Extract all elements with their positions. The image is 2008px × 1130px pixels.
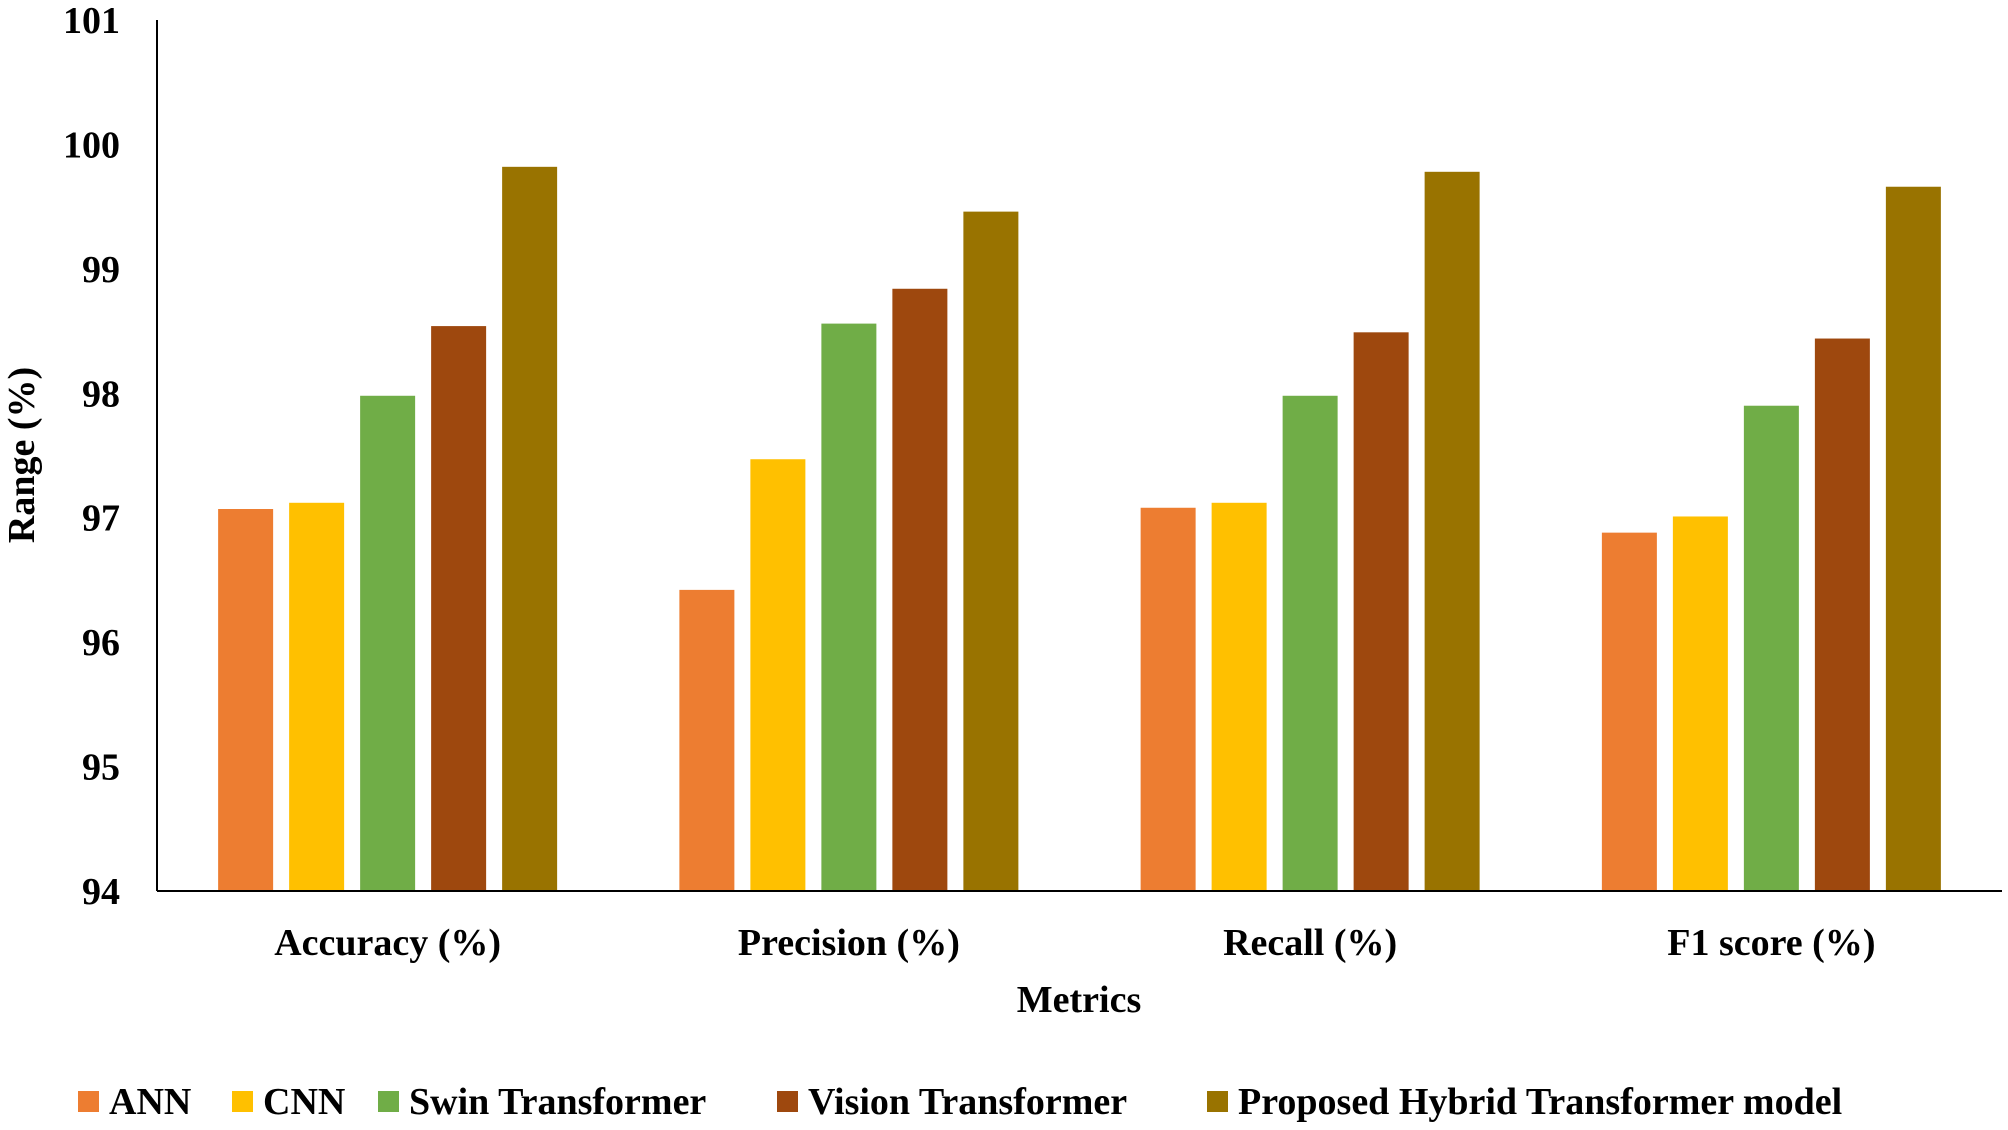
- legend-swatch: [777, 1091, 798, 1112]
- x-category-label: F1 score (%): [1667, 922, 1875, 964]
- bar: [1353, 332, 1409, 892]
- bar: [1743, 405, 1799, 891]
- y-axis-ticks: 94 95 96 97 98 99 100 101: [63, 0, 120, 913]
- bar: [1885, 186, 1941, 892]
- y-tick-label: 95: [82, 747, 120, 789]
- y-tick-label: 99: [82, 249, 120, 291]
- bar: [679, 589, 735, 891]
- legend-swatch: [1207, 1091, 1228, 1112]
- x-axis-title: Metrics: [1017, 979, 1141, 1021]
- bar: [289, 502, 345, 891]
- legend-swatch: [78, 1091, 99, 1112]
- bar: [892, 288, 948, 891]
- bar: [1672, 516, 1728, 891]
- bar: [821, 323, 877, 891]
- x-category-label: Accuracy (%): [274, 922, 501, 964]
- x-axis-categories: Accuracy (%) Precision (%) Recall (%) F1 sc…: [274, 922, 1875, 964]
- plot-area: [218, 166, 1941, 892]
- legend-label: Proposed Hybrid Transformer model: [1238, 1081, 1842, 1123]
- legend: ANN CNN Swin Transformer Vision Transformer…: [78, 1081, 1842, 1123]
- legend-label: Vision Transformer: [808, 1081, 1127, 1123]
- bar: [502, 166, 558, 892]
- bar: [1424, 171, 1480, 891]
- bar: [1601, 532, 1657, 891]
- legend-swatch: [378, 1091, 399, 1112]
- y-axis-title: Range (%): [1, 367, 43, 543]
- bar: [1282, 395, 1338, 891]
- bar: [963, 211, 1019, 891]
- legend-label: Swin Transformer: [409, 1081, 706, 1123]
- bar: [431, 326, 487, 891]
- bar: [750, 459, 806, 891]
- y-tick-label: 96: [82, 622, 120, 664]
- bar: [1814, 338, 1870, 892]
- legend-label: CNN: [263, 1081, 345, 1123]
- bar: [218, 509, 274, 891]
- legend-swatch: [232, 1091, 253, 1112]
- y-tick-label: 98: [82, 373, 120, 415]
- bar: [1140, 507, 1196, 891]
- y-tick-label: 100: [63, 124, 120, 166]
- y-tick-label: 94: [82, 871, 120, 913]
- y-tick-label: 97: [82, 498, 120, 540]
- bar: [1211, 502, 1267, 891]
- bar: [360, 395, 416, 891]
- y-tick-label: 101: [63, 0, 120, 42]
- x-category-label: Recall (%): [1223, 922, 1397, 964]
- legend-label: ANN: [109, 1081, 191, 1123]
- x-category-label: Precision (%): [738, 922, 960, 964]
